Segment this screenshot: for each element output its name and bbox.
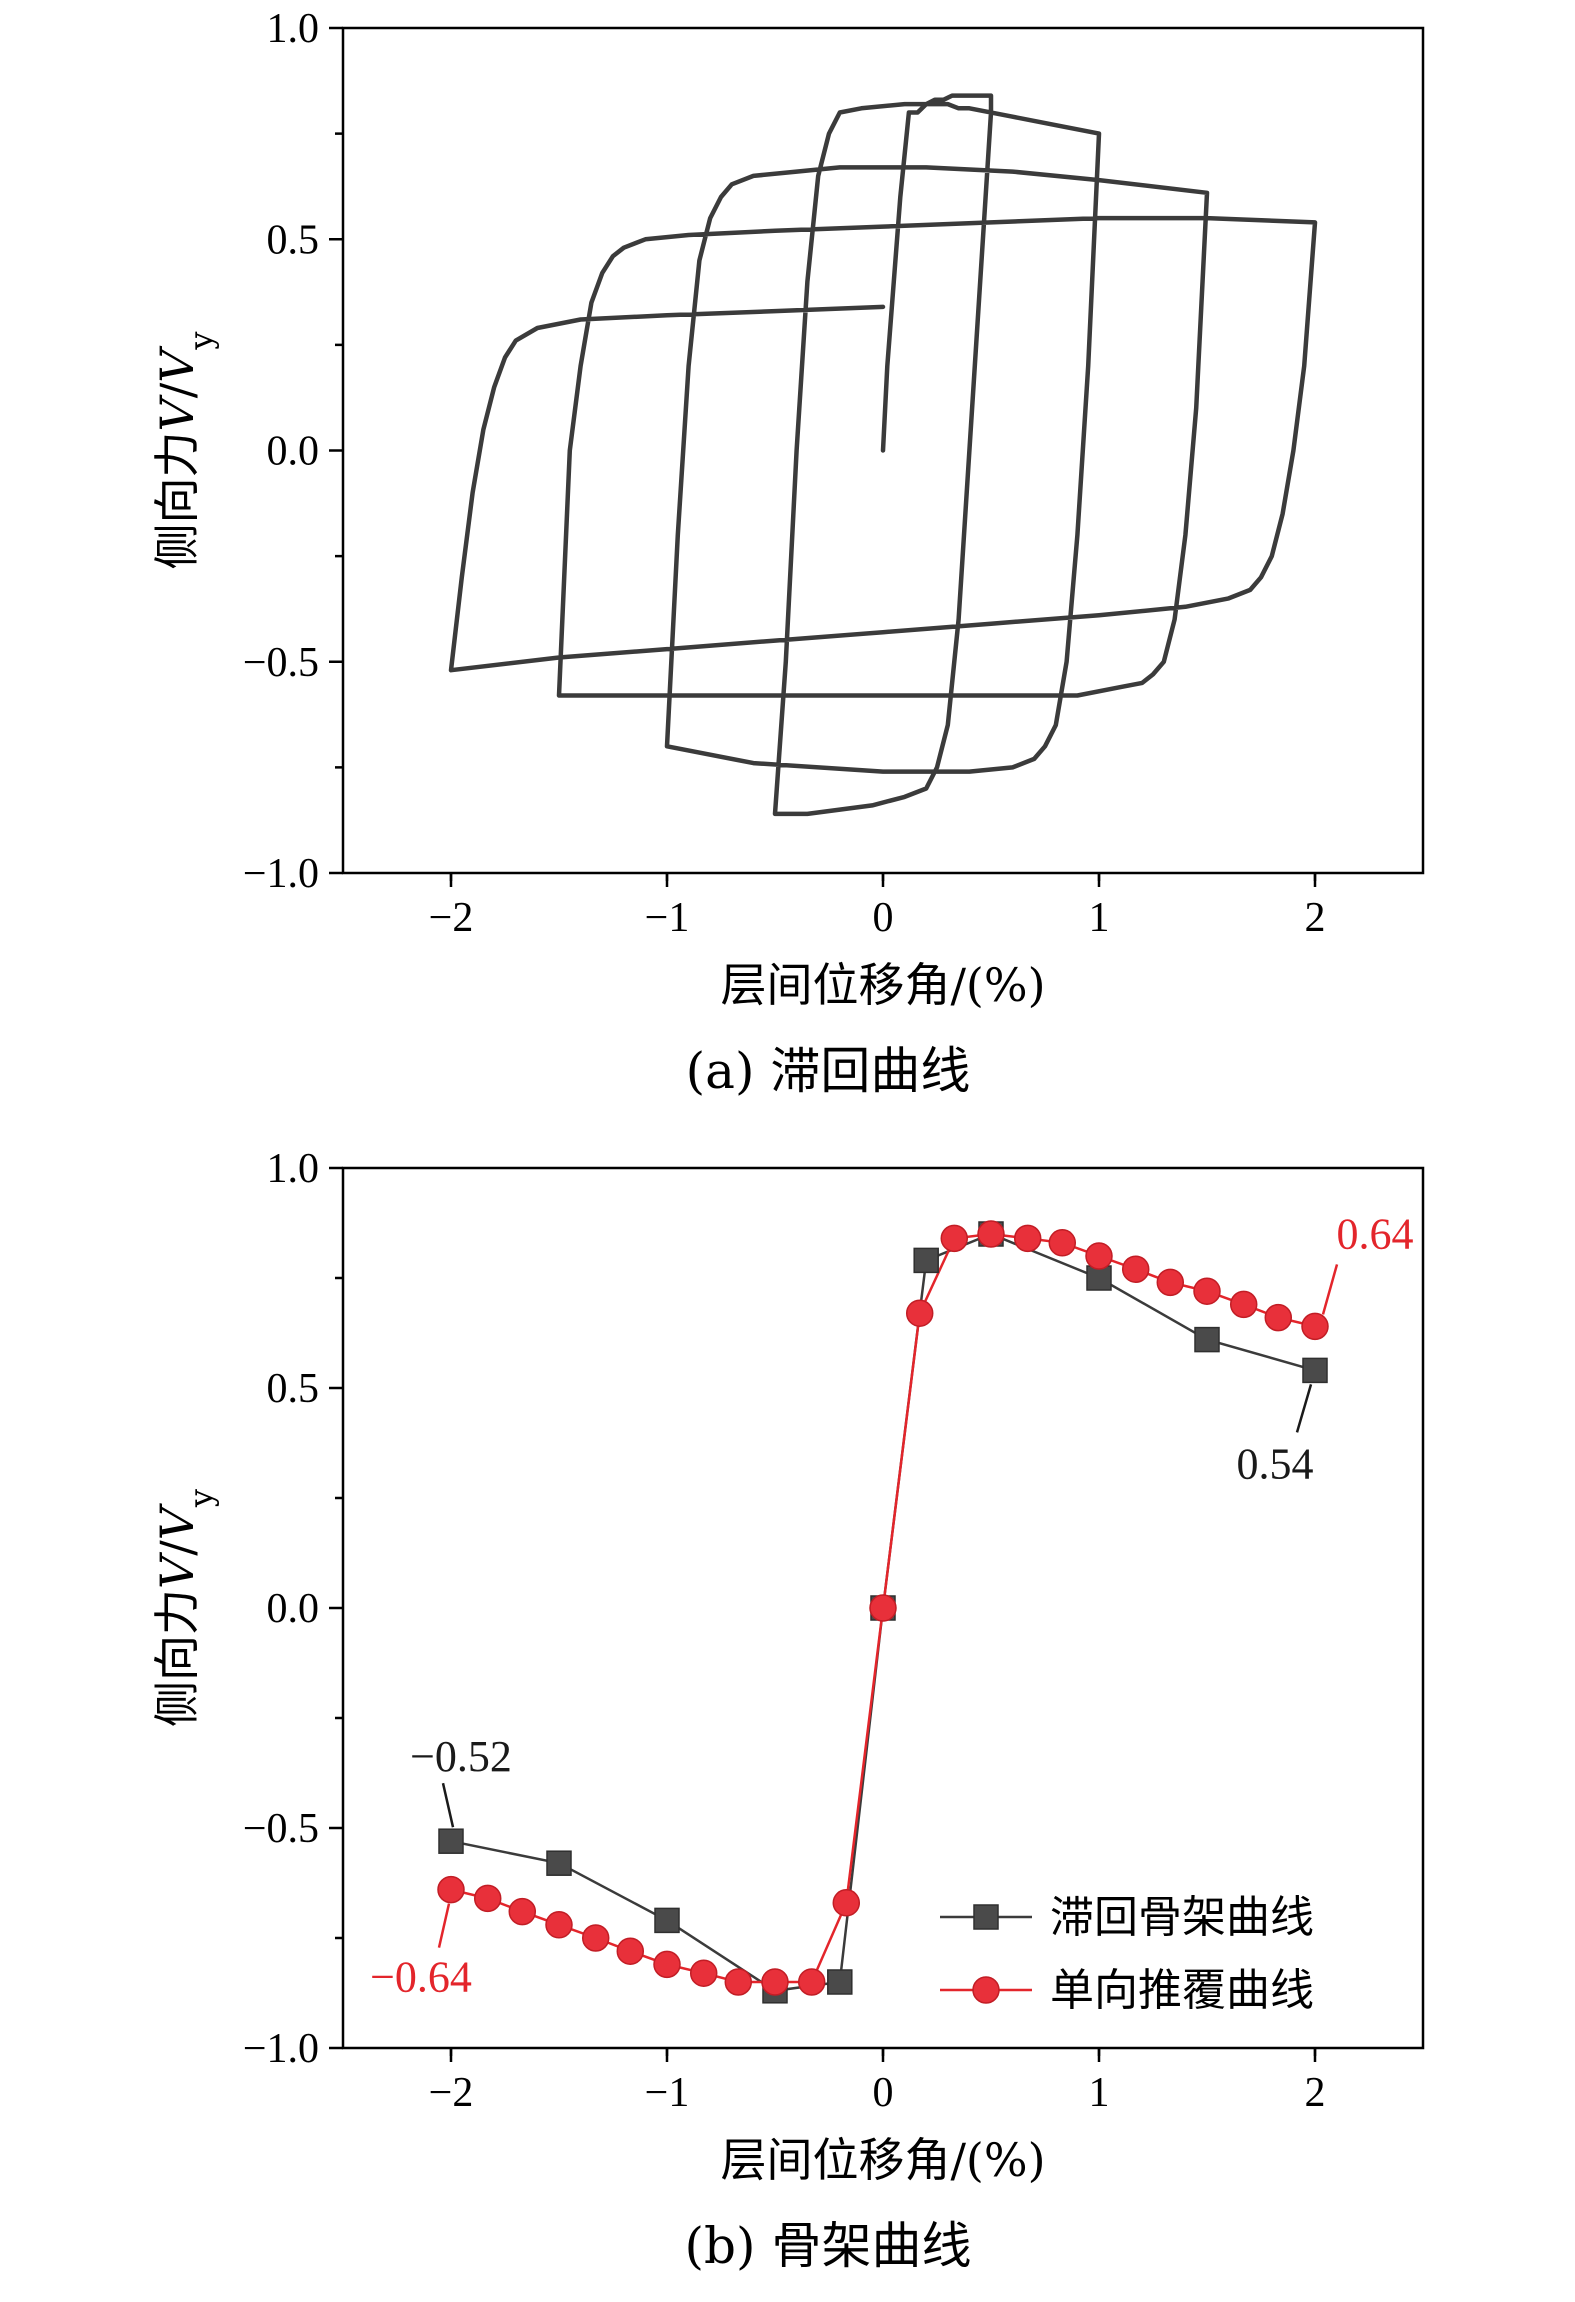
y-axis-label-part: / bbox=[150, 1540, 204, 1556]
x-tick-label: 2 bbox=[1305, 2070, 1326, 2116]
y-tick-label: −0.5 bbox=[243, 640, 319, 686]
x-axis-label: 层间位移角/(%) bbox=[720, 2133, 1045, 2187]
pushover-point bbox=[724, 1968, 753, 1996]
pushover-point bbox=[653, 1950, 681, 1979]
y-tick-label: 1.0 bbox=[267, 6, 320, 52]
y-axis-label-part: V bbox=[150, 394, 204, 432]
x-tick-label: 0 bbox=[873, 895, 894, 941]
skeleton-point bbox=[438, 1828, 464, 1854]
y-tick-label: 0.5 bbox=[267, 1366, 320, 1412]
annotation-label: 0.54 bbox=[1237, 1439, 1314, 1488]
x-tick-label: 1 bbox=[1089, 2070, 1110, 2116]
x-tick-label: 2 bbox=[1305, 895, 1326, 941]
x-axis-label: 层间位移角/(%) bbox=[720, 958, 1045, 1012]
figure-caption: (b) 骨架曲线 bbox=[685, 2217, 972, 2275]
legend-marker-skeleton bbox=[973, 1904, 999, 1930]
skeleton-chart: −2 −1 0 1 2−1.0−0.50.00.51.0层间位移角/(%)侧向力V/Vy… bbox=[150, 1150, 1425, 2275]
skeleton-point bbox=[1194, 1326, 1220, 1353]
pushover-point bbox=[1229, 1290, 1258, 1319]
pushover-point bbox=[1193, 1277, 1221, 1305]
y-axis-label-part: 侧向力 bbox=[150, 432, 204, 570]
annotation-label: −0.52 bbox=[410, 1732, 512, 1781]
pushover-point bbox=[689, 1959, 718, 1987]
annotation-leader bbox=[441, 1782, 455, 1828]
y-tick-label: −0.5 bbox=[243, 1806, 319, 1852]
pushover-point bbox=[1013, 1224, 1042, 1253]
y-tick-label: 0.0 bbox=[267, 429, 320, 475]
hysteresis-series-line bbox=[448, 93, 1318, 817]
pushover-point bbox=[616, 1937, 645, 1965]
pushover-point bbox=[1264, 1303, 1293, 1332]
pushover-point bbox=[977, 1220, 1005, 1248]
y-axis-label: 侧向力V/Vy bbox=[150, 331, 220, 569]
pushover-point bbox=[940, 1224, 969, 1253]
pushover-point bbox=[473, 1884, 502, 1913]
hysteresis-chart: −2 −1 0 1 2−1.0−0.50.00.51.0层间位移角/(%)侧向力V/Vy… bbox=[150, 6, 1425, 1100]
y-axis-label-part: y bbox=[182, 331, 220, 350]
annotation-label: −0.64 bbox=[370, 1953, 472, 2002]
pushover-point bbox=[869, 1594, 897, 1622]
skeleton-point bbox=[654, 1907, 680, 1934]
skeleton-point bbox=[1302, 1357, 1328, 1384]
pushover-point bbox=[1156, 1268, 1185, 1297]
y-axis-label-part: V bbox=[150, 1502, 204, 1540]
pushover-point bbox=[832, 1889, 861, 1917]
pushover-point bbox=[508, 1897, 537, 1926]
hysteresis-panel: −2 −1 0 1 2 −1.0 −0.5 0.0 0.5 1.0 层间位移角/(%) 侧向力V/Vy… bbox=[0, 0, 1575, 1150]
y-tick-label: −1.0 bbox=[243, 851, 319, 897]
legend-label-pushover: 单向推覆曲线 bbox=[1050, 1965, 1314, 2016]
annotation-label: 0.64 bbox=[1337, 1209, 1414, 1258]
pushover-point bbox=[761, 1968, 789, 1996]
legend-marker-pushover bbox=[972, 1976, 1000, 2004]
y-axis-label-part: V bbox=[150, 345, 204, 383]
x-tick-label: −2 bbox=[429, 895, 474, 941]
y-axis-label-part: / bbox=[150, 382, 204, 398]
y-axis-label-part: 侧向力 bbox=[150, 1589, 204, 1727]
skeleton-point bbox=[546, 1850, 572, 1876]
annotation-leader bbox=[1321, 1264, 1339, 1315]
y-axis-label: 侧向力V/Vy bbox=[150, 1489, 220, 1727]
pushover-point bbox=[797, 1968, 826, 1996]
y-axis-label-part: y bbox=[182, 1489, 220, 1508]
y-tick-label: 0.0 bbox=[267, 1586, 320, 1632]
x-tick-label: −1 bbox=[645, 2070, 690, 2116]
annotation-leader bbox=[437, 1903, 451, 1948]
pushover-point bbox=[1121, 1255, 1150, 1283]
pushover-point bbox=[437, 1875, 465, 1904]
x-tick-label: −2 bbox=[429, 2070, 474, 2116]
y-tick-label: 0.5 bbox=[267, 217, 320, 263]
y-axis-label-part: V bbox=[150, 1551, 204, 1589]
x-tick-label: 1 bbox=[1089, 895, 1110, 941]
annotation-leader bbox=[1295, 1384, 1313, 1433]
pushover-point bbox=[1301, 1312, 1329, 1341]
skeleton-point bbox=[913, 1247, 939, 1274]
skeleton-point bbox=[1086, 1265, 1112, 1291]
skeleton-panel: −2 −1 0 1 2 −1.0 −0.5 0.0 0.5 1.0 层间位移角/(%) 侧向力V/Vy… bbox=[0, 1150, 1575, 2302]
pushover-point bbox=[905, 1299, 934, 1327]
x-tick-label: 0 bbox=[873, 2070, 894, 2116]
legend-label-skeleton: 滞回骨架曲线 bbox=[1050, 1892, 1314, 1943]
y-tick-label: −1.0 bbox=[243, 2026, 319, 2072]
y-tick-label: 1.0 bbox=[267, 1150, 320, 1192]
skeleton-point bbox=[827, 1969, 853, 1995]
pushover-point bbox=[581, 1924, 610, 1952]
pushover-point bbox=[1048, 1229, 1077, 1257]
pushover-point bbox=[1085, 1242, 1113, 1270]
x-tick-label: −1 bbox=[645, 895, 690, 941]
pushover-point bbox=[545, 1911, 573, 1939]
figure-caption: (a) 滞回曲线 bbox=[686, 1042, 971, 1100]
